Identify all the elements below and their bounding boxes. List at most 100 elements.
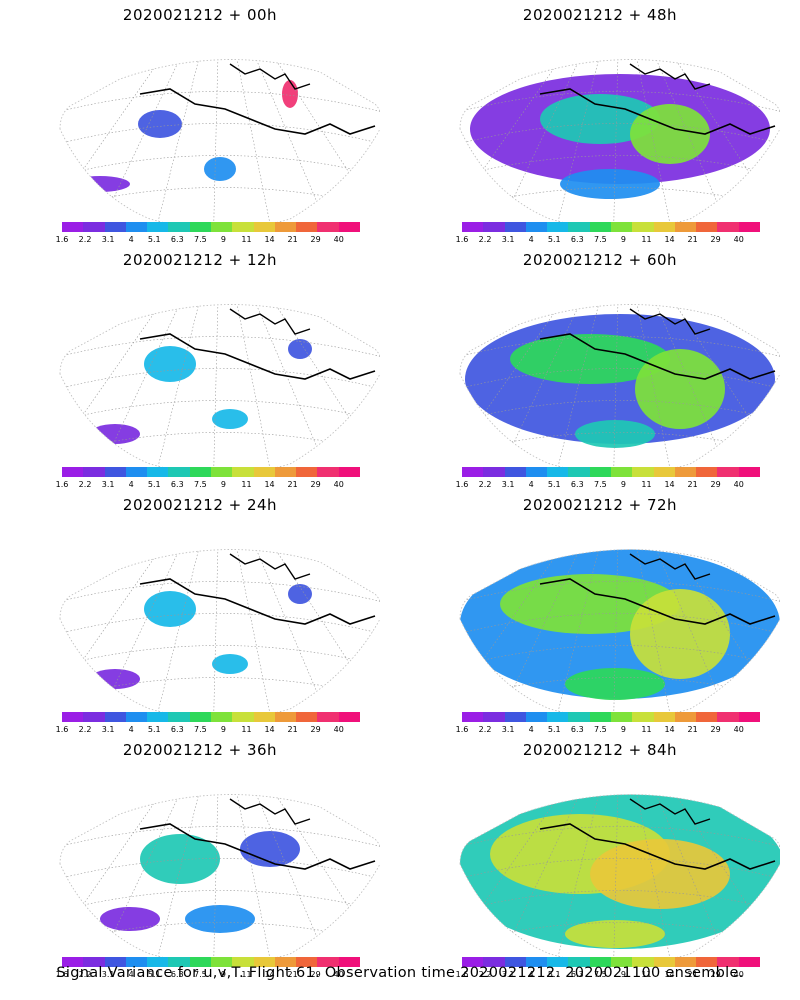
colorbar-tick-label: 21 (287, 725, 298, 734)
colorbar-swatch (589, 957, 611, 967)
colorbar-tick-label: 21 (287, 970, 298, 979)
colorbar-labels: 1.6 2.2 3.1 4 5.1 6.3 7.5 9 11 14 21 29 40 (52, 970, 372, 980)
colorbar-tick-label: 5.1 (547, 970, 561, 979)
colorbar-tick-label: 2.2 (478, 480, 492, 489)
colorbar-tick-label: 21 (687, 480, 698, 489)
colorbar-swatch (232, 957, 254, 967)
colorbar-swatch (83, 222, 105, 232)
colorbar-labels: 1.6 2.2 3.1 4 5.1 6.3 7.5 9 11 14 21 29 40 (52, 725, 372, 735)
colorbar-swatch (296, 712, 318, 722)
colorbar-swatch (189, 957, 211, 967)
colorbar-swatch (232, 222, 254, 232)
colorbar-tick-label: 40 (733, 480, 744, 489)
colorbar-swatch (125, 957, 148, 967)
colorbar-tick-label: 6.3 (170, 235, 184, 244)
colorbar-swatch (674, 467, 697, 477)
colorbar-tick-label: 4 (528, 970, 534, 979)
colorbar-swatch (317, 467, 339, 477)
variance-map (59, 59, 380, 229)
variance-contour (630, 104, 710, 164)
colorbar-tick-label: 7.5 (593, 480, 607, 489)
colorbar-swatch (253, 222, 275, 232)
colorbar-swatch (125, 712, 148, 722)
colorbar-tick-label: 7.5 (193, 970, 207, 979)
colorbar-swatch (317, 222, 339, 232)
colorbar-swatch (296, 467, 318, 477)
variance-contour (212, 409, 248, 429)
colorbar-swatch (189, 222, 211, 232)
colorbar-tick-label: 21 (687, 725, 698, 734)
colorbar-swatch (125, 222, 148, 232)
colorbar (62, 712, 360, 722)
colorbar-tick-label: 6.3 (570, 480, 584, 489)
colorbar (462, 467, 760, 477)
colorbar (62, 222, 360, 232)
colorbar-swatch (147, 712, 169, 722)
variance-contour (140, 834, 220, 884)
colorbar-swatch (717, 222, 739, 232)
colorbar-labels: 1.6 2.2 3.1 4 5.1 6.3 7.5 9 11 14 21 29 40 (52, 235, 372, 245)
variance-contour (630, 589, 730, 679)
colorbar-tick-label: 7.5 (193, 725, 207, 734)
colorbar-swatch (547, 712, 569, 722)
colorbar-tick-label: 9 (620, 725, 626, 734)
colorbar-swatch (274, 222, 297, 232)
variance-contour (240, 831, 300, 867)
colorbar-tick-label: 5.1 (547, 480, 561, 489)
colorbar-tick-label: 29 (310, 970, 321, 979)
colorbar-swatch (610, 222, 633, 232)
colorbar-swatch (610, 712, 633, 722)
forecast-panel: 2020021212 + 60h 1.6 2.2 3.1 4 5.1 6.3 7.5 9 11 14… (400, 245, 800, 490)
colorbar-swatch (104, 957, 126, 967)
colorbar-tick-label: 6.3 (570, 725, 584, 734)
variance-contour (510, 334, 670, 384)
colorbar-tick-label: 29 (310, 725, 321, 734)
colorbar-tick-label: 21 (287, 480, 298, 489)
colorbar-tick-label: 9 (220, 970, 226, 979)
colorbar-swatch (483, 712, 505, 722)
colorbar-tick-label: 14 (264, 480, 275, 489)
colorbar-swatch (210, 712, 233, 722)
colorbar-tick-label: 9 (220, 235, 226, 244)
colorbar-swatch (483, 957, 505, 967)
panel-title: 2020021212 + 36h (122, 741, 278, 759)
colorbar-tick-label: 7.5 (593, 725, 607, 734)
colorbar-tick-label: 11 (641, 235, 652, 244)
variance-contour (144, 346, 196, 382)
colorbar-swatch (210, 957, 233, 967)
variance-contour (138, 110, 182, 138)
colorbar-tick-label: 9 (220, 725, 226, 734)
colorbar-tick-label: 7.5 (193, 235, 207, 244)
colorbar-swatch (717, 467, 739, 477)
variance-map (59, 304, 380, 474)
colorbar-tick-label: 40 (333, 725, 344, 734)
colorbar-tick-label: 3.1 (501, 970, 515, 979)
colorbar-swatch (674, 712, 697, 722)
variance-map (459, 549, 780, 719)
colorbar-swatch (104, 222, 126, 232)
colorbar-tick-label: 6.3 (170, 480, 184, 489)
colorbar-swatch (653, 712, 675, 722)
colorbar-tick-label: 1.6 (55, 235, 69, 244)
colorbar-tick-label: 40 (733, 725, 744, 734)
colorbar-swatch (168, 222, 190, 232)
colorbar-swatch (462, 467, 484, 477)
colorbar-tick-label: 40 (333, 970, 344, 979)
colorbar-tick-label: 40 (333, 480, 344, 489)
colorbar-swatch (632, 467, 654, 477)
colorbar-tick-label: 11 (241, 725, 252, 734)
variance-contour (100, 907, 160, 931)
colorbar-swatch (525, 222, 548, 232)
colorbar-swatch (462, 957, 484, 967)
colorbar-tick-label: 11 (241, 970, 252, 979)
panel-title: 2020021212 + 60h (522, 251, 678, 269)
colorbar-tick-label: 7.5 (593, 970, 607, 979)
colorbar-tick-label: 5.1 (547, 235, 561, 244)
colorbar-swatch (738, 222, 760, 232)
colorbar-swatch (738, 957, 760, 967)
colorbar-swatch (504, 712, 526, 722)
colorbar-tick-label: 2.2 (478, 970, 492, 979)
colorbar-tick-label: 2.2 (78, 235, 92, 244)
variance-contour (540, 94, 660, 144)
variance-contour (288, 584, 312, 604)
